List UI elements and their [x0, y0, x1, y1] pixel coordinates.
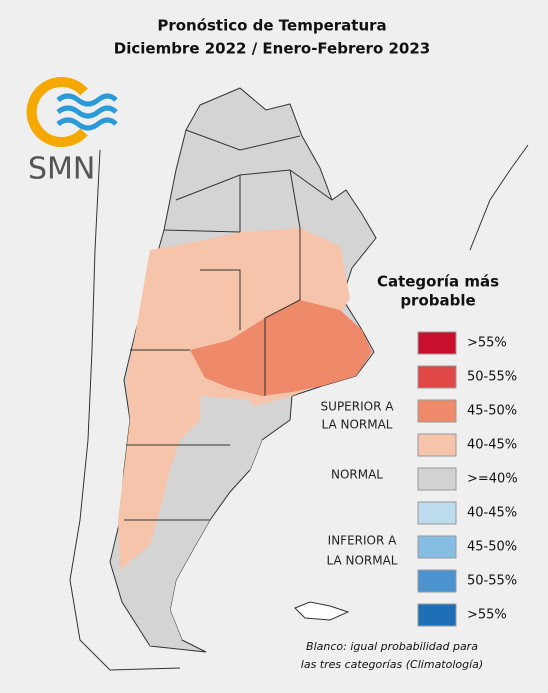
legend-swatch — [417, 433, 457, 457]
region-normal — [200, 396, 262, 470]
group-label: SUPERIOR A — [321, 400, 395, 414]
legend-swatch — [417, 365, 457, 389]
legend-label: >55% — [467, 336, 507, 351]
footnote: Blanco: igual probabilidad para — [306, 640, 478, 653]
islands — [294, 601, 350, 621]
group-label: LA NORMAL — [327, 554, 398, 568]
group-label: INFERIOR A — [328, 534, 397, 548]
legend-title: probable — [400, 292, 475, 310]
title: Pronóstico de Temperatura — [157, 17, 386, 35]
legend-label: 45-50% — [467, 540, 517, 555]
map — [69, 87, 529, 671]
logo-wave — [56, 117, 118, 131]
legend-label: 50-55% — [467, 574, 517, 589]
coastline — [69, 144, 529, 671]
logo: SMN — [26, 77, 118, 187]
province-border — [124, 129, 333, 521]
legend-swatch — [417, 569, 457, 593]
legend-swatch — [417, 399, 457, 423]
footnote: las tres categorías (Climatología) — [301, 658, 483, 671]
logo-text: SMN — [28, 152, 95, 187]
legend-swatch — [417, 467, 457, 491]
legend-label: 40-45% — [467, 506, 517, 521]
legend-swatch — [417, 501, 457, 525]
group-label: NORMAL — [331, 468, 383, 482]
legend-swatch — [417, 535, 457, 559]
legend-label: 40-45% — [467, 438, 517, 453]
region-45-50 — [190, 300, 372, 396]
subtitle: Diciembre 2022 / Enero-Febrero 2023 — [114, 40, 430, 58]
legend-swatch — [417, 331, 457, 355]
legend-swatch — [417, 603, 457, 627]
legend-label: >=40% — [467, 472, 518, 487]
region-normal — [140, 520, 210, 646]
legend-label: 50-55% — [467, 370, 517, 385]
legend-label: >55% — [467, 608, 507, 623]
group-label: LA NORMAL — [322, 418, 393, 432]
logo-ring — [26, 77, 88, 147]
logo-wave — [56, 105, 118, 119]
legend-title: Categoría más — [377, 273, 499, 291]
legend-label: 45-50% — [467, 404, 517, 419]
logo-wave — [56, 93, 118, 107]
